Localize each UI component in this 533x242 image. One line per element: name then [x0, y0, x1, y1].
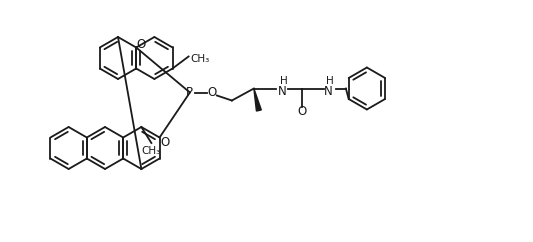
Text: N: N — [324, 85, 332, 98]
Polygon shape — [254, 89, 261, 111]
Text: O: O — [136, 38, 146, 51]
Text: N: N — [278, 85, 286, 98]
Text: H: H — [280, 76, 288, 86]
Text: P: P — [187, 86, 193, 99]
Text: O: O — [297, 105, 306, 118]
Text: CH₃: CH₃ — [191, 54, 210, 65]
Text: O: O — [207, 86, 216, 99]
Text: CH₃: CH₃ — [142, 146, 161, 156]
Text: O: O — [160, 136, 169, 149]
Text: H: H — [326, 76, 334, 86]
